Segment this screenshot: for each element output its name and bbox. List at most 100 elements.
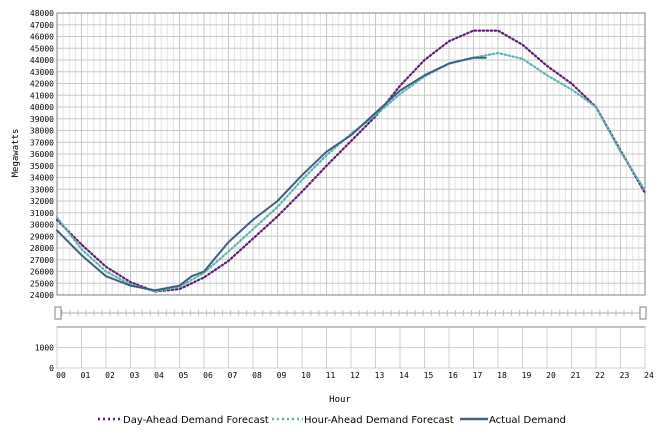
data-point-0: [203, 276, 205, 278]
data-point-1: [644, 189, 646, 191]
x-tick-label: 06: [203, 371, 213, 380]
x-tick-label: 24: [644, 371, 654, 380]
data-point-2: [178, 285, 181, 287]
data-point-0: [644, 192, 646, 194]
data-point-2: [423, 74, 426, 76]
x-tick-label: 01: [81, 371, 91, 380]
data-point-1: [521, 58, 524, 60]
x-tick-label: 17: [473, 371, 483, 380]
data-point-0: [497, 30, 499, 32]
data-point-2: [350, 134, 352, 136]
data-point-1: [301, 179, 303, 181]
data-point-0: [227, 260, 230, 262]
scroll-layer: [54, 306, 647, 320]
data-point-2: [191, 275, 193, 277]
data-point-1: [80, 248, 83, 250]
x-tick-label: 14: [399, 371, 409, 380]
data-point-2: [485, 57, 487, 59]
legend-item-actual: Actual Demand: [460, 415, 566, 426]
y-tick-label: 43000: [30, 68, 54, 77]
x-tick-label: 19: [522, 371, 532, 380]
data-point-1: [105, 270, 107, 273]
data-point-2: [301, 174, 303, 176]
y-tick-label: 25000: [30, 279, 54, 288]
x-tick-label: 23: [620, 371, 630, 380]
data-point-1: [399, 93, 401, 95]
data-point-2: [56, 229, 58, 231]
legend-label-actual: Actual Demand: [489, 415, 566, 426]
data-point-2: [472, 57, 475, 59]
y-tick-label: 28000: [30, 244, 54, 253]
x-tick-label: 02: [105, 371, 115, 380]
x-tick-label: 04: [154, 371, 164, 380]
data-point-0: [276, 215, 279, 217]
y-tick-label: 31000: [30, 209, 54, 218]
series-layer: [55, 29, 647, 293]
lower-y-tick-label: 1000: [35, 344, 54, 353]
plot-frame: [56, 12, 646, 296]
x-tick-label: 18: [497, 371, 507, 380]
x-tick-label: 16: [448, 371, 458, 380]
data-point-2: [399, 90, 401, 92]
x-tick-label: 22: [595, 371, 605, 380]
data-point-1: [546, 74, 548, 76]
y-tick-label: 48000: [30, 9, 54, 18]
x-tick-label: 00: [56, 371, 66, 380]
x-tick-label: 11: [326, 371, 336, 380]
x-tick-label: 03: [130, 371, 140, 380]
x-tick-label: 07: [228, 371, 238, 380]
data-point-1: [56, 216, 58, 218]
data-point-2: [203, 270, 205, 273]
data-point-0: [252, 238, 254, 240]
y-tick-label: 27000: [30, 256, 54, 265]
data-point-0: [129, 281, 132, 283]
x-tick-label: 20: [546, 371, 556, 380]
data-point-1: [252, 228, 254, 230]
data-point-0: [80, 243, 83, 246]
x-tick-label: 21: [571, 371, 581, 380]
data-point-0: [570, 82, 573, 85]
data-point-2: [374, 112, 377, 114]
legend: Day-Ahead Demand Forecast Hour-Ahead Dem…: [98, 415, 566, 426]
y-tick-label: 41000: [30, 91, 54, 100]
y-tick-label: 40000: [30, 103, 54, 112]
frame-layer: [56, 12, 646, 296]
data-point-2: [325, 151, 328, 153]
data-point-2: [154, 289, 156, 291]
data-point-2: [276, 200, 279, 202]
data-point-2: [448, 62, 450, 65]
data-point-0: [178, 288, 181, 290]
x-tick-label: 05: [179, 371, 189, 380]
x-tick-label: 08: [252, 371, 262, 380]
x-tick-label: 12: [350, 371, 360, 380]
data-point-2: [227, 241, 230, 243]
legend-label-day-ahead: Day-Ahead Demand Forecast: [123, 415, 269, 426]
range-handle-left: [54, 306, 62, 320]
data-point-1: [497, 52, 499, 54]
series-line-2: [56, 56, 487, 292]
y-tick-label: 34000: [30, 174, 54, 183]
grid-layer: [56, 12, 646, 296]
lower-y-tick-label: 0: [49, 364, 54, 373]
y-tick-label: 24000: [30, 291, 54, 300]
data-point-0: [546, 65, 548, 67]
y-tick-label: 38000: [30, 127, 54, 136]
data-point-2: [252, 219, 254, 221]
data-point-1: [595, 106, 597, 108]
x-tick-label: 15: [424, 371, 434, 380]
y-tick-label: 30000: [30, 221, 54, 230]
data-point-0: [301, 191, 303, 193]
y-tick-label: 33000: [30, 185, 54, 194]
data-point-0: [399, 85, 401, 87]
y-tick-label: 26000: [30, 268, 54, 277]
range-handle-right: [639, 306, 647, 320]
legend-item-day-ahead: Day-Ahead Demand Forecast: [98, 415, 269, 426]
y-tick-label: 39000: [30, 115, 54, 124]
y-tick-label: 35000: [30, 162, 54, 171]
y-tick-label: 37000: [30, 138, 54, 147]
y-tick-label: 36000: [30, 150, 54, 159]
y-tick-label: 45000: [30, 44, 54, 53]
y-tick-label: 32000: [30, 197, 54, 206]
lower-panel: 0 1000: [35, 326, 646, 373]
